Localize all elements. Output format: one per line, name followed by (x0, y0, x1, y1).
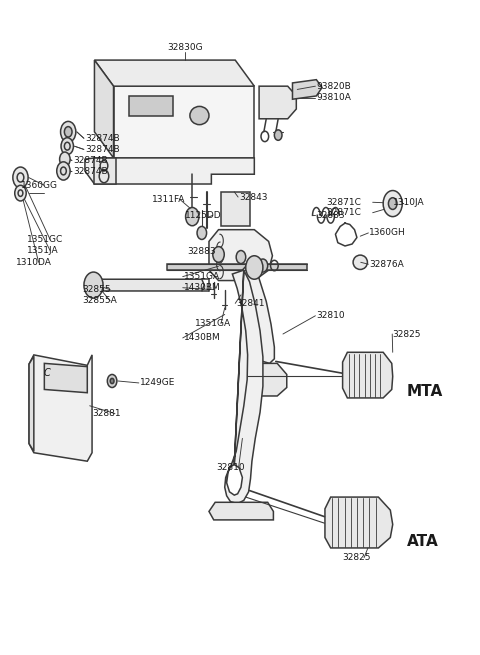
Circle shape (60, 121, 76, 142)
Circle shape (213, 247, 224, 262)
Text: 1351GC: 1351GC (27, 235, 63, 244)
Polygon shape (168, 263, 307, 270)
Text: 1311FA: 1311FA (152, 195, 185, 204)
Text: ATA: ATA (407, 534, 439, 549)
Text: 32883: 32883 (316, 211, 345, 220)
Polygon shape (29, 355, 92, 461)
Circle shape (108, 375, 117, 388)
Polygon shape (209, 502, 274, 520)
Circle shape (246, 255, 263, 279)
Polygon shape (95, 60, 254, 86)
Circle shape (197, 227, 206, 240)
Text: 32810: 32810 (316, 311, 345, 320)
Text: 32855A: 32855A (83, 296, 117, 305)
Circle shape (61, 138, 73, 155)
Circle shape (64, 126, 72, 137)
Circle shape (258, 259, 268, 272)
Circle shape (60, 152, 70, 166)
Polygon shape (325, 497, 393, 548)
Polygon shape (44, 364, 87, 393)
Text: MTA: MTA (407, 384, 443, 399)
Circle shape (383, 191, 402, 217)
Polygon shape (95, 60, 114, 158)
Polygon shape (259, 86, 296, 119)
Text: 32874B: 32874B (73, 167, 108, 176)
Text: 32874B: 32874B (85, 145, 120, 154)
Text: 1310DA: 1310DA (16, 258, 51, 267)
Circle shape (388, 198, 397, 210)
Text: C: C (43, 368, 50, 378)
Text: 1430BM: 1430BM (184, 283, 220, 292)
Text: 32825: 32825 (393, 329, 421, 339)
Polygon shape (343, 352, 393, 398)
Text: 32830G: 32830G (168, 43, 203, 52)
Ellipse shape (190, 106, 209, 124)
Text: 1360GH: 1360GH (369, 229, 406, 237)
Text: 32881: 32881 (92, 409, 120, 418)
Text: 1351JA: 1351JA (27, 246, 58, 255)
Polygon shape (29, 356, 34, 451)
Text: 32855: 32855 (83, 285, 111, 294)
Ellipse shape (353, 255, 367, 269)
Circle shape (57, 162, 70, 180)
Polygon shape (94, 279, 204, 291)
Text: 1310JA: 1310JA (393, 198, 424, 207)
Text: 1249GE: 1249GE (140, 379, 175, 388)
Circle shape (110, 379, 114, 384)
Text: 1430BM: 1430BM (184, 333, 220, 343)
Polygon shape (292, 80, 322, 99)
Polygon shape (85, 158, 254, 184)
Polygon shape (221, 192, 251, 227)
Polygon shape (129, 96, 173, 115)
Text: 32871C: 32871C (326, 208, 361, 217)
Polygon shape (114, 86, 254, 158)
Text: 1125DD: 1125DD (185, 211, 222, 220)
Text: 1351GA: 1351GA (195, 319, 231, 328)
Circle shape (186, 208, 199, 226)
Text: 32883: 32883 (188, 247, 216, 255)
Text: 32841: 32841 (236, 299, 264, 308)
Text: 93810A: 93810A (316, 94, 351, 102)
Polygon shape (209, 230, 273, 280)
Text: 32876A: 32876A (369, 260, 404, 269)
Polygon shape (95, 158, 116, 184)
Text: 93820B: 93820B (316, 82, 351, 90)
Text: 32874B: 32874B (73, 156, 108, 165)
Circle shape (236, 251, 246, 263)
Text: 1351GA: 1351GA (184, 272, 220, 281)
Text: 32825: 32825 (343, 553, 371, 562)
Text: 1360GG: 1360GG (21, 181, 58, 190)
Polygon shape (247, 364, 287, 396)
Text: 32843: 32843 (239, 193, 267, 202)
Circle shape (13, 167, 28, 188)
Circle shape (15, 185, 26, 201)
Text: 32874B: 32874B (85, 134, 120, 143)
Text: 32810: 32810 (216, 463, 245, 472)
Text: 32871C: 32871C (326, 198, 361, 207)
Circle shape (275, 130, 282, 140)
Circle shape (84, 272, 103, 298)
Polygon shape (225, 270, 263, 504)
Polygon shape (240, 265, 275, 364)
